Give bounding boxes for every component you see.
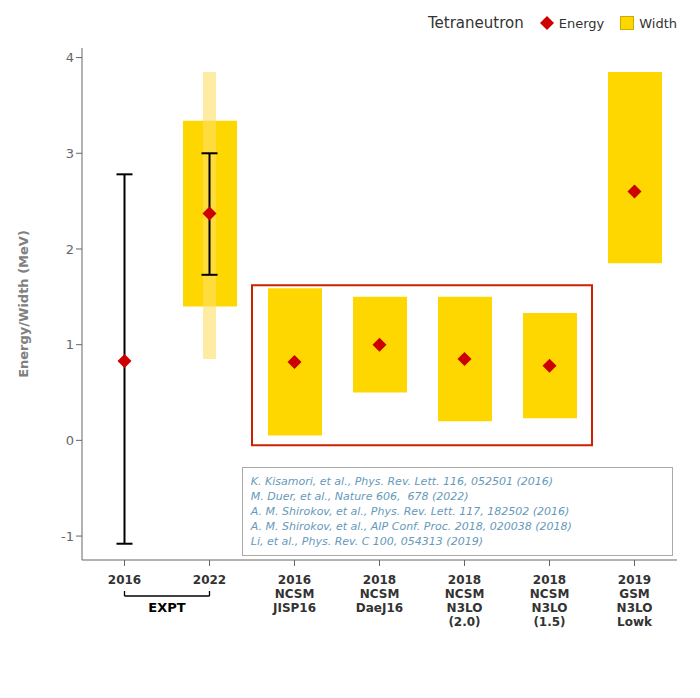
svg-text:EXPT: EXPT xyxy=(148,600,185,615)
svg-text:2018NCSMN3LO(2.0): 2018NCSMN3LO(2.0) xyxy=(445,573,485,629)
html-text:A. M. Shirokov, et al., Phys.: A. M. Shirokov, et al., Phys. Rev. Lett.… xyxy=(250,505,570,518)
svg-text:4: 4 xyxy=(66,50,74,65)
svg-text:2: 2 xyxy=(66,242,74,257)
svg-text:2018NCSMN3LO(1.5): 2018NCSMN3LO(1.5) xyxy=(530,573,570,629)
html-text:Tetraneutron: Tetraneutron xyxy=(428,14,524,32)
svg-text:1: 1 xyxy=(66,337,74,352)
svg-text:2016NCSMJISP16: 2016NCSMJISP16 xyxy=(272,573,316,615)
svg-text:-1: -1 xyxy=(61,529,74,544)
svg-text:0: 0 xyxy=(66,433,74,448)
html-text:Energy: Energy xyxy=(558,15,605,31)
html-text:M. Duer, et al., Nature 606, 6: M. Duer, et al., Nature 606, 678 (2022) xyxy=(250,490,469,503)
svg-text:2022: 2022 xyxy=(193,573,226,587)
svg-text:Energy/Width (MeV): Energy/Width (MeV) xyxy=(16,230,31,378)
svg-text:2019GSMN3LOLowk: 2019GSMN3LOLowk xyxy=(617,573,653,629)
html-text:Li, et al., Phys. Rev. C 100,: Li, et al., Phys. Rev. C 100, 054313 (20… xyxy=(250,535,483,548)
html-text:Width: Width xyxy=(639,15,677,31)
svg-text:2016: 2016 xyxy=(108,573,141,587)
html-text:A. M. Shirokov, et al., AIP Co: A. M. Shirokov, et al., AIP Conf. Proc. … xyxy=(250,520,572,533)
svg-text:3: 3 xyxy=(66,146,74,161)
svg-text:2018NCSMDaeJ16: 2018NCSMDaeJ16 xyxy=(356,573,403,615)
html-text:K. Kisamori, et al., Phys. Rev: K. Kisamori, et al., Phys. Rev. Lett. 11… xyxy=(250,475,554,488)
